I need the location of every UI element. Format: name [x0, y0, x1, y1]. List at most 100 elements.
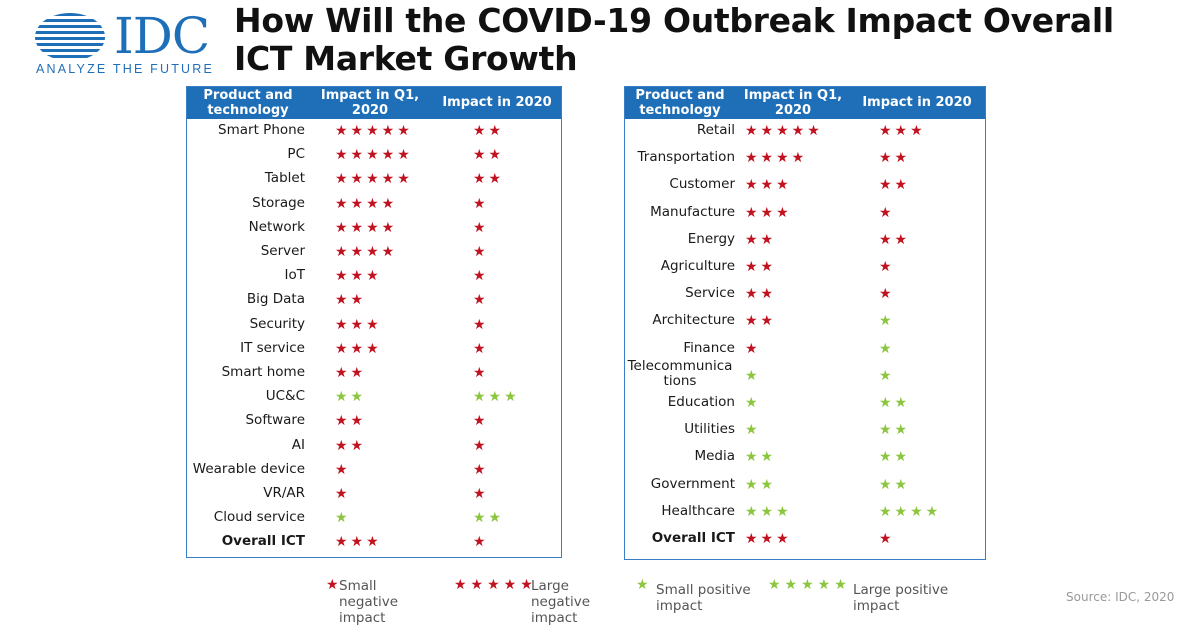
- table-row: Telecommunica tions ★ ★: [625, 358, 985, 390]
- small-negative-star-icon: ★: [326, 577, 343, 593]
- impact-2020-stars-icon: ★★: [879, 231, 911, 248]
- row-label: Customer: [669, 176, 735, 193]
- row-label: Tablet: [264, 170, 305, 187]
- table-row: VR/AR ★ ★: [187, 486, 561, 508]
- row-label: IT service: [240, 339, 305, 356]
- q1-impact-stars-icon: ★★★★★: [335, 147, 413, 164]
- row-label: Overall ICT: [651, 530, 735, 546]
- row-label: Utilities: [684, 421, 735, 438]
- impact-2020-stars-icon: ★: [879, 313, 895, 330]
- row-label: Finance: [683, 339, 735, 356]
- table-row: Government ★★ ★★: [625, 475, 985, 499]
- impact-2020-stars-icon: ★: [473, 195, 489, 212]
- impact-2020-stars-icon: ★: [473, 413, 489, 430]
- q1-impact-stars-icon: ★★★: [745, 531, 792, 547]
- impact-2020-stars-icon: ★: [473, 534, 489, 551]
- page-title: How Will the COVID-19 Outbreak Impact Ov…: [234, 1, 1114, 78]
- q1-impact-stars-icon: ★★: [335, 413, 367, 430]
- row-label: Smart home: [221, 364, 305, 380]
- q1-impact-stars-icon: ★★★: [745, 177, 792, 194]
- table-row: Security ★★★ ★: [187, 316, 561, 339]
- row-label: VR/AR: [263, 485, 305, 501]
- row-label: Healthcare: [661, 502, 735, 519]
- row-label: Big Data: [246, 291, 305, 308]
- row-label: Server: [260, 243, 305, 259]
- impact-2020-stars-icon: ★★: [473, 123, 505, 139]
- row-label: Retail: [696, 122, 735, 138]
- q1-impact-stars-icon: ★★★: [335, 340, 382, 357]
- impact-2020-stars-icon: ★: [879, 340, 895, 357]
- q1-impact-stars-icon: ★: [745, 422, 761, 439]
- table-row: AI ★★ ★: [187, 437, 561, 460]
- impact-2020-stars-icon: ★: [473, 292, 489, 309]
- impact-2020-stars-icon: ★★★: [473, 389, 520, 406]
- q1-impact-stars-icon: ★★★★: [335, 219, 398, 236]
- impact-2020-stars-icon: ★: [473, 219, 489, 236]
- impact-2020-stars-icon: ★★: [879, 476, 911, 493]
- row-label: Manufacture: [650, 203, 735, 220]
- table-row: IoT ★★★ ★: [187, 268, 561, 290]
- table-row: Storage ★★★★ ★: [187, 194, 561, 218]
- impact-2020-stars-icon: ★: [473, 437, 489, 454]
- q1-impact-stars-icon: ★★★: [745, 204, 792, 221]
- table-row: Network ★★★★ ★: [187, 218, 561, 242]
- row-label: Wearable device: [192, 460, 305, 477]
- small-positive-star-icon: ★: [636, 577, 653, 593]
- impact-2020-stars-icon: ★: [879, 531, 895, 547]
- row-label: Government: [650, 475, 735, 492]
- row-label: Media: [694, 448, 735, 465]
- table-row: Education ★ ★★: [625, 395, 985, 417]
- q1-impact-stars-icon: ★★★★: [335, 195, 398, 212]
- table-row: Customer ★★★ ★★: [625, 177, 985, 199]
- legend-large-negative: Large negative impact: [531, 578, 591, 626]
- impact-2020-stars-icon: ★: [473, 365, 489, 381]
- table-row: IT service ★★★ ★: [187, 339, 561, 363]
- q1-impact-stars-icon: ★: [335, 510, 351, 527]
- row-label: Smart Phone: [218, 122, 305, 138]
- q1-impact-stars-icon: ★★: [335, 389, 367, 406]
- impact-2020-stars-icon: ★★★: [879, 123, 926, 139]
- legend-small-negative: Small negative impact: [339, 578, 399, 626]
- impact-2020-stars-icon: ★★: [879, 422, 911, 439]
- table-row: Utilities ★ ★★: [625, 422, 985, 444]
- table-header: Product and technology Impact in Q1, 202…: [187, 87, 561, 119]
- source-note: Source: IDC, 2020: [1066, 590, 1175, 604]
- table-row: Transportation ★★★★ ★★: [625, 150, 985, 172]
- legend-small-positive: Small positive impact: [656, 582, 751, 614]
- impact-2020-stars-icon: ★★: [473, 510, 505, 527]
- q1-impact-stars-icon: ★★★★: [335, 244, 398, 260]
- header-product: Product and technology: [203, 88, 293, 118]
- impact-2020-stars-icon: ★★: [879, 395, 911, 411]
- table-row: Smart home ★★ ★: [187, 365, 561, 387]
- q1-impact-stars-icon: ★: [335, 486, 351, 502]
- q1-impact-stars-icon: ★★★: [335, 268, 382, 285]
- table-row: Tablet ★★★★★ ★★: [187, 171, 561, 193]
- header-q1: Impact in Q1, 2020: [320, 88, 420, 118]
- row-label: Architecture: [652, 312, 735, 329]
- header-2020: Impact in 2020: [442, 95, 552, 110]
- impact-2020-stars-icon: ★: [473, 486, 489, 502]
- impact-2020-stars-icon: ★: [473, 340, 489, 357]
- logo-text: IDC: [114, 7, 210, 65]
- table-row: Service ★★ ★: [625, 286, 985, 308]
- table-row: Architecture ★★ ★: [625, 313, 985, 335]
- idc-logo: IDC ANALYZE THE FUTURE: [34, 7, 214, 76]
- q1-impact-stars-icon: ★★★★★: [335, 171, 413, 188]
- row-label: Telecommunica tions: [627, 357, 733, 389]
- impact-2020-stars-icon: ★: [473, 461, 489, 478]
- impact-2020-stars-icon: ★★: [473, 147, 505, 164]
- impact-2020-stars-icon: ★: [473, 316, 489, 333]
- table-row: PC ★★★★★ ★★: [187, 147, 561, 169]
- impact-2020-stars-icon: ★: [879, 259, 895, 275]
- row-label: Network: [248, 218, 305, 235]
- impact-2020-stars-icon: ★★: [879, 449, 911, 466]
- table-row: UC&C ★★ ★★★: [187, 389, 561, 411]
- q1-impact-stars-icon: ★★: [335, 437, 367, 454]
- q1-impact-stars-icon: ★★★: [335, 534, 382, 551]
- row-label: Storage: [252, 194, 305, 211]
- table-row: Agriculture ★★ ★: [625, 259, 985, 281]
- impact-2020-stars-icon: ★: [473, 244, 489, 260]
- table-row: Finance ★ ★: [625, 339, 985, 363]
- row-label: Agriculture: [660, 258, 735, 274]
- table-row: Wearable device ★ ★: [187, 460, 561, 484]
